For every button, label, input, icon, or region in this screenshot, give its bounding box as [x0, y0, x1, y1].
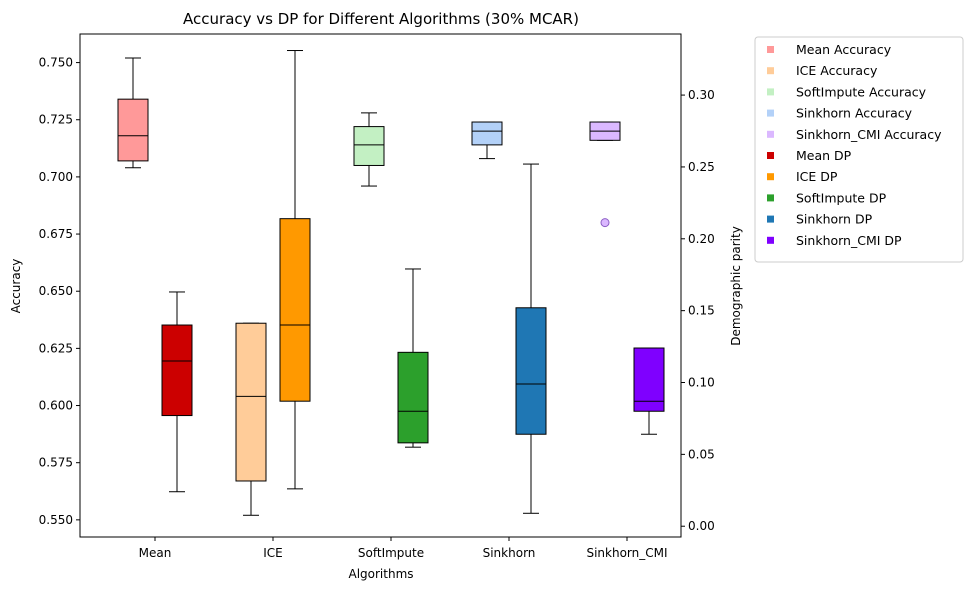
accuracy-box	[235, 322, 267, 516]
box-iqr	[515, 307, 547, 435]
box-iqr	[471, 121, 503, 146]
x-tick-label: Sinkhorn_CMI	[586, 546, 667, 560]
dp-box	[397, 268, 429, 448]
x-tick-label: Sinkhorn	[483, 546, 536, 560]
legend-label: Sinkhorn DP	[796, 212, 873, 227]
box-iqr	[353, 126, 385, 166]
legend-marker	[767, 109, 774, 117]
legend-marker	[767, 194, 774, 202]
legend-marker	[767, 215, 774, 223]
dp-box	[279, 50, 311, 490]
legend-label: ICE Accuracy	[796, 63, 878, 78]
box-iqr	[235, 322, 267, 482]
accuracy-box	[117, 57, 149, 169]
y-tick-label: 0.675	[39, 227, 73, 241]
y2-tick-label: 0.15	[688, 304, 715, 318]
x-tick-label: Mean	[139, 546, 172, 560]
legend-label: SoftImpute Accuracy	[796, 84, 927, 99]
y-tick-label: 0.750	[39, 56, 73, 70]
legend-marker	[767, 152, 774, 159]
y2-tick-label: 0.05	[688, 447, 715, 461]
dp-box	[161, 291, 193, 493]
plot-area	[117, 50, 665, 516]
accuracy-box	[471, 121, 503, 160]
y-tick-label: 0.550	[39, 513, 73, 527]
box-iqr	[161, 324, 193, 417]
x-tick-label: SoftImpute	[358, 546, 424, 560]
outlier-point	[600, 218, 610, 228]
legend-label: Sinkhorn_CMI DP	[796, 233, 902, 248]
legend-marker	[767, 236, 774, 244]
y2-tick-label: 0.10	[688, 376, 715, 390]
y-tick-label: 0.625	[39, 341, 73, 355]
legend: Mean Accuracy ICE Accuracy SoftImpute Accu…	[754, 36, 964, 263]
legend-label: Sinkhorn_CMI Accuracy	[796, 127, 942, 142]
legend-marker	[767, 173, 774, 181]
legend-marker	[767, 67, 774, 75]
legend-marker	[767, 130, 774, 138]
x-tick-label: ICE	[263, 546, 283, 560]
y2-axis-label: Demographic parity	[729, 226, 743, 346]
y-tick-label: 0.650	[39, 284, 73, 298]
y-tick-label: 0.700	[39, 170, 73, 184]
y-tick-label: 0.600	[39, 399, 73, 413]
legend-label: ICE DP	[796, 169, 838, 184]
box-iqr	[117, 98, 149, 162]
box-iqr	[397, 351, 429, 444]
accuracy-box	[353, 112, 385, 187]
legend-label: Mean Accuracy	[796, 42, 892, 57]
y-axis-right: 0.00 0.05 0.10 0.15 0.20 0.25 0.30	[681, 88, 715, 533]
dp-box	[515, 163, 547, 514]
dp-box	[633, 347, 665, 435]
y-axis-left: 0.550 0.575 0.600 0.625 0.650 0.675 0.700 0.725…	[39, 56, 80, 527]
box-iqr	[633, 347, 665, 412]
x-axis: Mean ICE SoftImpute Sinkhorn Sinkhorn_CMI	[139, 537, 668, 560]
legend-label: Sinkhorn Accuracy	[796, 106, 913, 121]
accuracy-box	[589, 121, 621, 228]
legend-label: Mean DP	[796, 148, 852, 163]
legend-marker	[767, 46, 774, 53]
chart-title: Accuracy vs DP for Different Algorithms …	[183, 10, 579, 28]
y2-tick-label: 0.20	[688, 232, 715, 246]
box-iqr	[279, 218, 311, 402]
legend-marker	[767, 88, 774, 96]
y2-tick-label: 0.00	[688, 519, 715, 533]
legend-label: SoftImpute DP	[796, 190, 887, 205]
x-axis-label: Algorithms	[348, 567, 413, 581]
legend-frame	[754, 36, 964, 263]
plot-frame	[79, 33, 682, 538]
y-tick-label: 0.725	[39, 113, 73, 127]
y-axis-label: Accuracy	[9, 259, 23, 314]
y-tick-label: 0.575	[39, 456, 73, 470]
y2-tick-label: 0.25	[688, 160, 715, 174]
y2-tick-label: 0.30	[688, 88, 715, 102]
